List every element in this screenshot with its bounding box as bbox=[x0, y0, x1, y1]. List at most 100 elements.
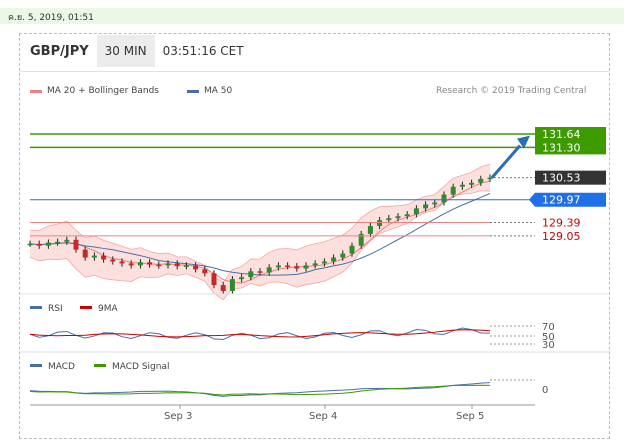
candle-body bbox=[395, 216, 401, 219]
candle-body bbox=[248, 271, 254, 278]
candle-body bbox=[367, 226, 373, 234]
level-129-39-label: 129.39 bbox=[542, 217, 581, 230]
candle-body bbox=[239, 277, 245, 280]
bollinger-lower-line bbox=[29, 190, 491, 301]
rsi-tick-30: 30 bbox=[542, 340, 555, 351]
candle-body bbox=[73, 239, 79, 250]
rsi-swatch bbox=[30, 306, 42, 309]
macd-line bbox=[29, 382, 491, 397]
level-129-05-label: 129.05 bbox=[542, 230, 581, 243]
macd-tick-0: 0 bbox=[542, 385, 548, 396]
x-tick-label-2: Sep 5 bbox=[456, 411, 484, 422]
level-129-97-label: 129.97 bbox=[542, 194, 581, 207]
candle-body bbox=[349, 245, 355, 254]
candle-body bbox=[202, 269, 208, 274]
research-credit: Research © 2019 Trading Central bbox=[436, 86, 587, 96]
candle-body bbox=[183, 265, 189, 267]
candle-body bbox=[285, 265, 291, 267]
candle-body bbox=[211, 273, 217, 286]
candle-body bbox=[303, 265, 309, 269]
candle-body bbox=[91, 255, 97, 258]
candle-body bbox=[174, 263, 180, 267]
candle-body bbox=[229, 279, 235, 291]
rsi-tick-70: 70 bbox=[542, 322, 555, 333]
candle-body bbox=[128, 263, 134, 266]
projection-arrow-head bbox=[517, 135, 530, 149]
candle-body bbox=[423, 204, 429, 209]
candle-body bbox=[321, 261, 327, 264]
candle-body bbox=[413, 208, 419, 215]
macd-signal-line bbox=[29, 384, 491, 396]
level-130-53-tag bbox=[535, 170, 606, 185]
macd-label: MACD bbox=[48, 362, 75, 372]
candle-body bbox=[358, 233, 364, 246]
chart-header: GBP/JPY 30 MIN 03:51:16 CET bbox=[20, 34, 244, 68]
candle-body bbox=[110, 259, 116, 262]
candle-body bbox=[82, 249, 88, 258]
rsi-ma-line bbox=[29, 329, 491, 338]
timestamp: ค.ย. 5, 2019, 01:51 bbox=[8, 13, 94, 23]
candle-body bbox=[340, 253, 346, 258]
candle-body bbox=[55, 241, 61, 244]
candle-body bbox=[165, 263, 171, 266]
projection-arrow-line bbox=[490, 144, 522, 179]
ma50-label: MA 50 bbox=[204, 86, 233, 96]
candle-body bbox=[386, 218, 392, 221]
candle-body bbox=[64, 239, 70, 242]
rsi-tick-50: 50 bbox=[542, 332, 555, 343]
level-130-53-label: 130.53 bbox=[542, 172, 581, 185]
target-label-1: 131.64 bbox=[542, 128, 581, 141]
candle-body bbox=[193, 265, 199, 270]
timeframe-selector[interactable]: 30 MIN bbox=[96, 35, 155, 67]
candle-body bbox=[404, 214, 410, 217]
candle-body bbox=[294, 266, 300, 269]
candle-body bbox=[331, 257, 337, 262]
candle-body bbox=[137, 262, 143, 266]
candle-body bbox=[275, 265, 281, 268]
bollinger-upper-line bbox=[29, 163, 491, 283]
target-label-2: 131.30 bbox=[542, 141, 581, 154]
rsi-ma-label: 9MA bbox=[98, 304, 118, 314]
macd-signal-label: MACD Signal bbox=[112, 362, 170, 372]
candle-body bbox=[36, 243, 42, 246]
candle-body bbox=[478, 178, 484, 183]
legend-ma50: MA 50 bbox=[187, 86, 232, 96]
candle-body bbox=[469, 182, 475, 185]
candle-body bbox=[147, 262, 153, 265]
header-divider bbox=[20, 71, 609, 72]
candle-body bbox=[101, 255, 107, 260]
ma20-label: MA 20 + Bollinger Bands bbox=[47, 86, 159, 96]
target-tag bbox=[535, 127, 606, 155]
ma20-swatch bbox=[30, 89, 42, 93]
time-label: 03:51:16 CET bbox=[162, 44, 244, 58]
symbol-label: GBP/JPY bbox=[30, 43, 89, 59]
candle-body bbox=[487, 177, 493, 180]
legend-ma20: MA 20 + Bollinger Bands bbox=[30, 86, 159, 96]
rsi-line bbox=[29, 327, 491, 340]
rsi-label: RSI bbox=[48, 304, 63, 314]
x-tick-label-0: Sep 3 bbox=[164, 411, 192, 422]
candle-body bbox=[27, 243, 33, 246]
bollinger-band bbox=[30, 164, 490, 300]
ma50-swatch bbox=[187, 89, 199, 93]
candle-body bbox=[266, 267, 272, 273]
chart-widget: GBP/JPY 30 MIN 03:51:16 CET MA 20 + Boll… bbox=[19, 33, 610, 439]
macd-signal-swatch bbox=[94, 364, 106, 367]
candle-body bbox=[459, 184, 465, 187]
rsi-ma-swatch bbox=[80, 306, 92, 309]
candle-body bbox=[119, 261, 125, 264]
macd-swatch bbox=[30, 364, 42, 367]
candle-body bbox=[257, 271, 263, 273]
candle-body bbox=[377, 220, 383, 227]
candle-body bbox=[441, 194, 447, 203]
candle-body bbox=[220, 285, 226, 291]
candle-body bbox=[45, 242, 51, 246]
candle-body bbox=[450, 186, 456, 195]
candle-body bbox=[156, 264, 162, 267]
timestamp-bar: ค.ย. 5, 2019, 01:51 bbox=[0, 8, 624, 24]
candle-body bbox=[312, 263, 318, 266]
candle-body bbox=[432, 202, 438, 205]
x-tick-label-1: Sep 4 bbox=[309, 411, 337, 422]
level-129-97-tag bbox=[529, 192, 606, 207]
